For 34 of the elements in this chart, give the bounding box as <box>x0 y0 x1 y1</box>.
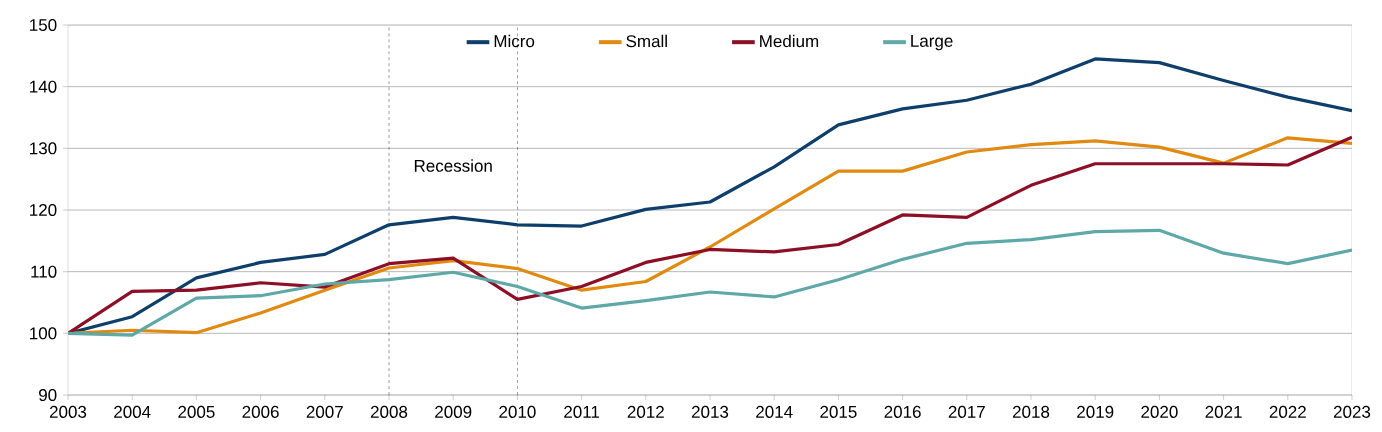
x-tick-label: 2010 <box>499 405 536 418</box>
legend-label: Medium <box>760 34 819 48</box>
x-tick-label: 2018 <box>1012 405 1050 418</box>
y-tick-label: 110 <box>31 265 57 278</box>
y-tick-label: 100 <box>30 327 57 340</box>
y-tick-label: 130 <box>30 142 57 155</box>
x-tick-label: 2020 <box>1141 405 1178 418</box>
y-tick-label: 140 <box>30 80 57 93</box>
line-series <box>68 228 1352 337</box>
y-tick-label: 120 <box>30 203 57 217</box>
x-tick-label: 2007 <box>306 405 343 418</box>
x-tick-label: 2013 <box>691 405 729 418</box>
x-tick-label: 2023 <box>1333 405 1371 418</box>
legend-label: Micro <box>494 34 535 48</box>
legend-label: Large <box>911 35 953 51</box>
x-tick-label: 2009 <box>435 405 472 418</box>
x-tick-label: 2006 <box>242 405 279 418</box>
x-tick-label: 2017 <box>948 405 985 418</box>
x-tick-label: 2019 <box>1077 405 1114 418</box>
annotation: Recession <box>414 159 492 172</box>
x-tick-label: 2005 <box>178 405 215 418</box>
x-tick-label: 2014 <box>756 405 793 418</box>
x-tick-label: 2011 <box>564 405 600 418</box>
x-tick-label: 2004 <box>114 405 151 418</box>
x-tick-label: 2016 <box>884 405 921 418</box>
y-tick-label: 150 <box>30 18 57 32</box>
legend-label: Small <box>626 34 667 48</box>
y-tick-label: 90 <box>39 388 57 402</box>
x-tick-label: 2012 <box>627 405 664 418</box>
x-tick-label: 2015 <box>820 405 857 418</box>
x-tick-label: 2008 <box>370 405 408 418</box>
x-tick-label: 2022 <box>1269 405 1306 418</box>
x-tick-label: 2021 <box>1205 405 1242 418</box>
x-tick-label: 2003 <box>49 405 87 418</box>
